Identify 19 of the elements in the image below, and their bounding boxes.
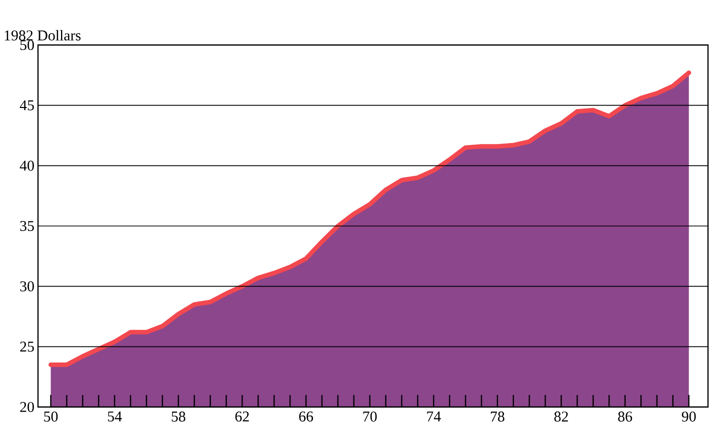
- y-tick-label: 25: [20, 342, 34, 352]
- x-tick-label: 78: [490, 412, 504, 422]
- y-tick-label: 40: [20, 160, 34, 171]
- y-tick-label: 50: [20, 40, 34, 50]
- x-tick-label: 50: [44, 412, 58, 422]
- y-tick-label: 35: [20, 220, 34, 232]
- x-tick-label: 82: [554, 412, 568, 422]
- x-tick-label: 58: [172, 412, 186, 422]
- x-tick-label: 86: [618, 412, 632, 422]
- x-tick-label: 66: [299, 412, 314, 422]
- x-tick-label: 62: [235, 412, 249, 422]
- y-axis-title: 1982 Dollars: [4, 30, 81, 40]
- y-tick-label: 20: [20, 402, 34, 412]
- y-tick-label: 45: [20, 100, 34, 110]
- x-tick-label: 90: [682, 412, 696, 422]
- x-tick-label: 70: [363, 412, 377, 422]
- x-tick-label: 74: [427, 412, 441, 422]
- y-tick-label: 30: [20, 281, 34, 292]
- x-tick-label: 54: [108, 412, 122, 422]
